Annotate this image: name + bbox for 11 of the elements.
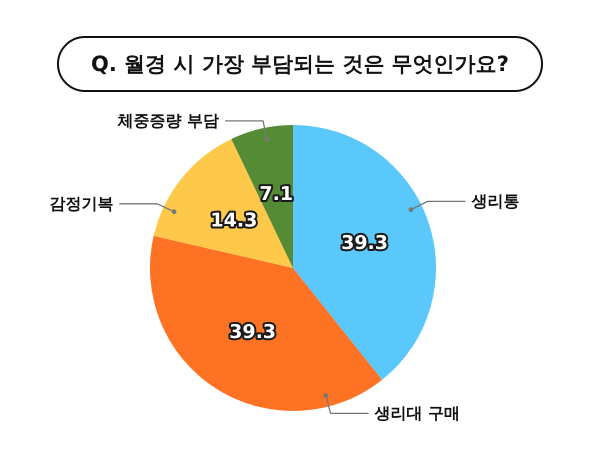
data-label: 39.3: [229, 321, 276, 344]
slice-label: 체중증량 부담: [116, 110, 220, 130]
slice-label: 생리대 구매: [374, 403, 460, 422]
slice-label: 감정기복: [49, 194, 114, 213]
chart-title: Q. 월경 시 가장 부담되는 것은 무엇인가요?: [90, 51, 510, 78]
pie-slice: [293, 125, 436, 380]
data-label: 39.3: [341, 232, 388, 254]
data-label: 7.1: [259, 183, 294, 206]
pie-slice: [154, 138, 293, 268]
slice-label: 생리통: [470, 191, 520, 210]
data-label: 14.3: [210, 210, 258, 232]
